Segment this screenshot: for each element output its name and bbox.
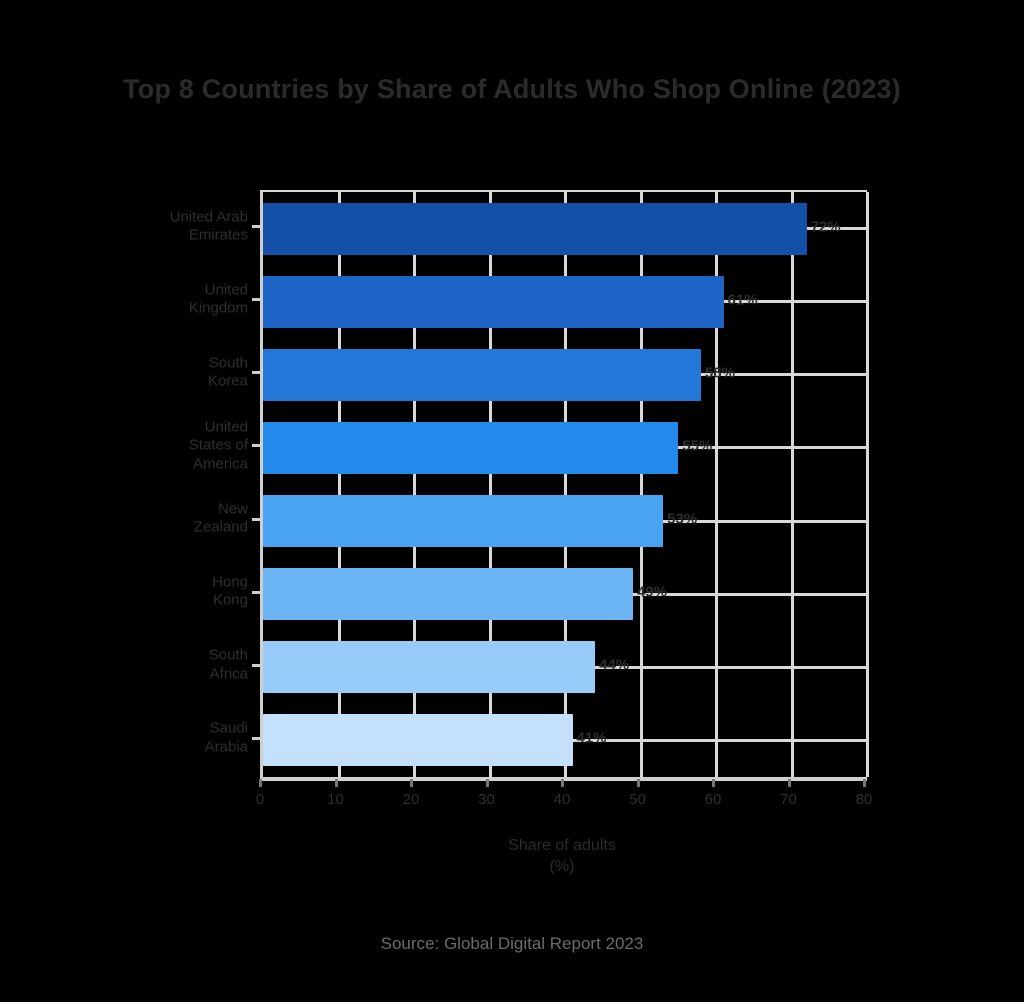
source-caption: Source: Global Digital Report 2023 [380,934,644,953]
x-axis-tick [561,779,564,787]
bar-value-label: 58% [704,364,735,382]
x-axis-tick [259,779,262,787]
x-axis-tick-label: 60 [704,791,722,808]
bar-value-label: 49% [636,583,667,601]
bar-value-label: 55% [682,437,713,455]
x-axis-label: Share of adults (%) [508,837,616,875]
bar-7 [263,641,596,694]
y-axis-category-label: United Arab Emirates [169,208,248,244]
y-axis-tick [252,663,260,667]
bar-value-label: 61% [727,291,758,309]
y-axis-category-label: Saudi Arabia [204,720,248,756]
y-axis-tick [252,298,260,302]
vertical-gridline [337,192,341,777]
y-axis-tick [252,225,260,229]
plot-area [260,190,869,781]
x-axis-tick [636,779,640,787]
x-axis-tick-label: 10 [327,791,344,808]
bar-3 [263,348,701,401]
y-axis-category-label: New Zealand [193,500,248,537]
bar-8 [263,714,573,767]
bar-4 [263,421,679,474]
bar-value-label: 53% [667,510,698,528]
y-axis-category-label: South Korea [207,354,248,390]
y-axis-category-label: South Africa [208,647,248,683]
bar-1 [263,202,807,255]
x-axis-tick-label: 30 [478,791,495,808]
vertical-gridline [413,192,416,777]
y-axis-category-label: United States of America [188,418,248,473]
x-axis-tick-label: 50 [629,791,646,808]
bar-value-label: 72% [810,218,841,236]
x-axis-tick-label: 40 [553,791,571,808]
x-axis-tick-label: 0 [255,791,265,808]
vertical-gridline [639,192,643,777]
y-axis-tick [252,517,260,521]
bar-2 [263,275,724,328]
x-axis-tick [485,779,489,787]
x-axis-tick [863,779,866,787]
y-axis-tick [252,590,260,594]
y-axis-category-label: Hong Kong [212,573,248,610]
bar-6 [263,568,633,621]
y-axis-tick [252,444,260,448]
bar-value-label: 41% [576,729,607,747]
y-axis-category-label: United Kingdom [188,281,248,317]
x-axis-tick-label: 20 [402,791,420,808]
chart-title: Top 8 Countries by Share of Adults Who S… [123,74,901,104]
x-axis-tick [334,779,338,787]
vertical-gridline [866,192,869,777]
vertical-gridline [715,192,718,777]
x-axis-tick-label: 80 [855,791,873,808]
x-axis-tick-label: 70 [780,791,797,808]
bar-5 [263,495,664,548]
x-axis-tick [712,779,715,787]
y-axis-tick [252,736,260,740]
x-axis-tick [787,779,791,787]
y-axis-tick [252,371,260,375]
x-axis-tick [410,779,413,787]
vertical-gridline [564,192,567,777]
bar-value-label: 44% [599,656,630,674]
vertical-gridline [790,192,794,777]
vertical-gridline [488,192,492,777]
